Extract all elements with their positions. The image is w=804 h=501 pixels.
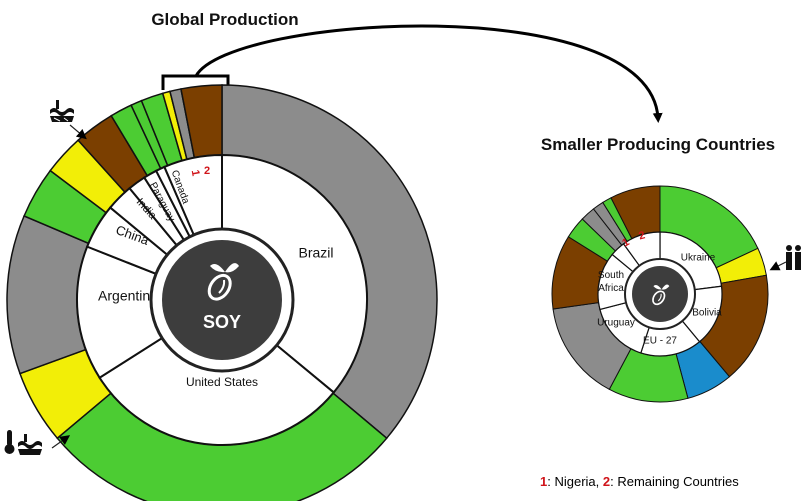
smaller-producing-title: Smaller Producing Countries [541, 135, 775, 154]
footnote-text-1: : Nigeria, [547, 474, 603, 489]
main-center-disc [162, 240, 282, 360]
flood-icon [50, 100, 74, 122]
people-icon [786, 245, 801, 270]
temperature-flood-icon [4, 430, 42, 455]
flood-arrow [69, 124, 87, 140]
label-argentina: Argentina [98, 288, 158, 304]
label-brazil: Brazil [298, 245, 333, 261]
label-eu-27: EU - 27 [643, 336, 677, 347]
smaller-producing-chart: Ukraine Bolivia EU - 27 Uruguay South Africa 1… [551, 185, 769, 403]
small-country-labels: Ukraine Bolivia EU - 27 Uruguay South Africa 1… [597, 229, 722, 346]
small-soybean-sprout-icon [652, 284, 670, 306]
people-arrow [769, 261, 787, 271]
label-bolivia: Bolivia [692, 308, 722, 319]
footnote-number-2: 2 [603, 474, 610, 489]
temperature-arrow [51, 435, 71, 449]
bracket-connector [161, 24, 663, 123]
soy-label: SOY [203, 312, 241, 332]
label-ukraine: Ukraine [681, 253, 716, 264]
footnote-number-1: 1 [540, 474, 547, 489]
label-small-remaining-number: 2 [637, 229, 646, 242]
main-inner-ring [76, 153, 368, 446]
label-small-nigeria-number: 1 [620, 236, 631, 249]
label-nigeria-number: 1 [189, 169, 202, 177]
small-outer-ring [551, 185, 769, 403]
small-inner-ring [597, 231, 723, 357]
soybean-sprout-icon [207, 263, 239, 301]
footnote-text-2: : Remaining Countries [610, 474, 739, 489]
footnote: 1: Nigeria, 2: Remaining Countries [540, 474, 739, 489]
global-production-title: Global Production [151, 10, 298, 29]
small-center-disc [632, 266, 688, 322]
label-remaining-number: 2 [204, 165, 210, 177]
label-south-africa: South Africa [598, 270, 624, 294]
label-uruguay: Uruguay [597, 318, 635, 329]
label-united-states: United States [186, 375, 258, 389]
